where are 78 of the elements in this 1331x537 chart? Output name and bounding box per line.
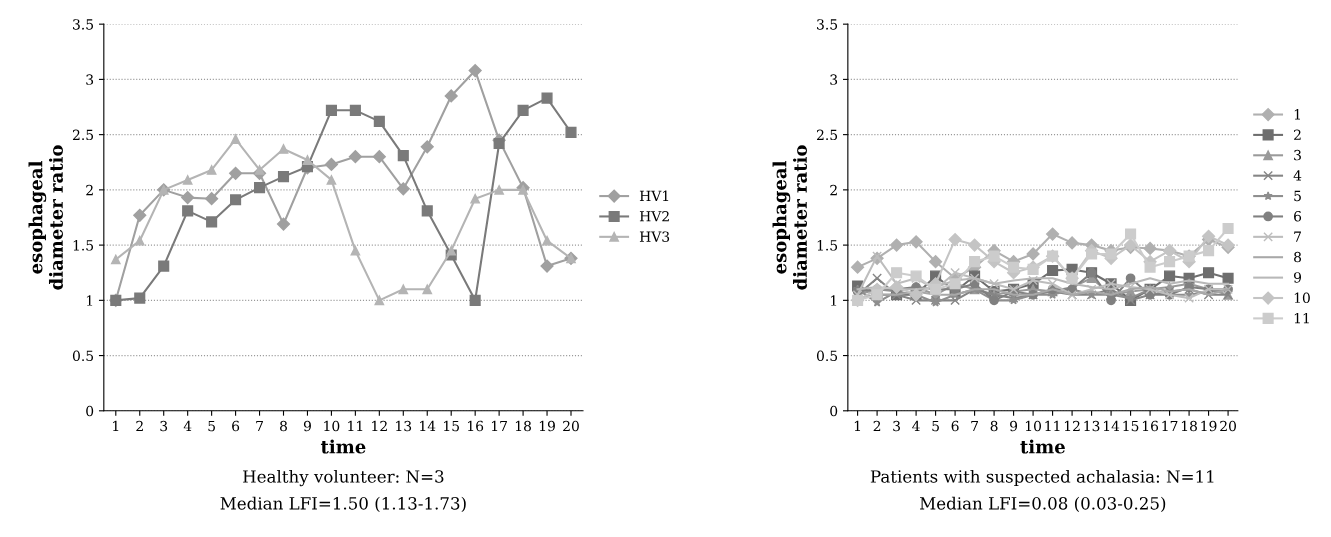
legend-label: 7 <box>1294 231 1301 242</box>
x-tick-label: 12 <box>1064 420 1080 432</box>
x-axis-title: time <box>1020 439 1065 454</box>
legend-label: HV2 <box>639 211 669 222</box>
y-tick-label: 3 <box>86 74 94 85</box>
x-tick-label: 16 <box>468 420 484 432</box>
text: Healthy volunteer: N=3 <box>243 469 444 487</box>
y-tick-label: 0 <box>830 405 838 417</box>
x-tick-label: 7 <box>971 420 979 432</box>
legend-label: 8 <box>1294 251 1302 263</box>
legend-label: 10 <box>1294 292 1310 304</box>
x-tick-label: 20 <box>563 420 579 432</box>
x-tick-label: 8 <box>990 420 998 432</box>
y-axis-title: esophageal diameter ratio <box>28 145 63 290</box>
x-tick-label: 13 <box>1084 420 1100 432</box>
y-tick-label: 3 <box>830 74 838 85</box>
y-tick-label: 2 <box>830 184 837 196</box>
text: Median LFI=1.50 (1.13-1.73) <box>220 496 466 512</box>
text: Patients with suspected achalasia: N=11 <box>870 469 1214 487</box>
x-tick-label: 17 <box>1162 420 1178 432</box>
y-tick-label: 2.5 <box>816 129 838 141</box>
legend-label: HV3 <box>639 231 670 242</box>
x-tick-label: 19 <box>539 420 555 432</box>
x-tick-label: 9 <box>1010 420 1018 432</box>
y-tick-label: 2 <box>86 184 93 196</box>
x-tick-label: 2 <box>136 420 143 432</box>
x-tick-label: 3 <box>893 420 900 432</box>
legend-label: 9 <box>1293 272 1302 283</box>
y-tick-label: 3.5 <box>817 19 838 30</box>
x-tick-label: 6 <box>951 420 959 432</box>
x-tick-label: 19 <box>1201 420 1217 432</box>
x-tick-label: 16 <box>1142 420 1159 432</box>
legend-label: 4 <box>1293 170 1302 181</box>
x-tick-label: 4 <box>183 420 192 432</box>
legend-label: 5 <box>1294 190 1301 202</box>
x-tick-label: 2 <box>873 420 881 432</box>
x-axis-title: time <box>320 439 366 454</box>
x-tick-label: 6 <box>232 420 240 432</box>
x-tick-label: 5 <box>932 420 939 432</box>
x-tick-label: 1 <box>854 420 861 432</box>
x-tick-label: 13 <box>396 420 412 432</box>
x-tick-label: 8 <box>280 420 287 432</box>
x-tick-label: 18 <box>1181 420 1197 432</box>
x-tick-label: 11 <box>348 420 363 432</box>
y-tick-label: 0 <box>86 405 94 417</box>
y-tick-label: 1 <box>86 295 93 306</box>
y-tick-label: 2.5 <box>72 129 94 141</box>
x-tick-label: 5 <box>208 420 215 432</box>
x-tick-label: 4 <box>912 420 920 432</box>
y-tick-label: 0.5 <box>816 350 838 362</box>
x-tick-label: 11 <box>1045 420 1060 432</box>
x-tick-label: 3 <box>160 420 168 432</box>
x-tick-label: 15 <box>444 420 459 432</box>
legend-label: 6 <box>1294 211 1302 222</box>
x-tick-label: 9 <box>303 420 311 432</box>
x-tick-label: 14 <box>1103 420 1120 432</box>
x-tick-label: 7 <box>256 420 263 432</box>
x-tick-label: 14 <box>420 420 436 432</box>
y-tick-label: 0.5 <box>72 350 94 362</box>
x-tick-label: 1 <box>113 420 119 432</box>
text: Median LFI=0.08 (0.03-0.25) <box>920 496 1166 512</box>
x-tick-label: 10 <box>1025 420 1041 432</box>
x-tick-label: 12 <box>372 420 387 432</box>
legend-label: 2 <box>1294 129 1301 140</box>
x-tick-label: 20 <box>1220 420 1236 432</box>
y-tick-label: 1 <box>830 295 837 306</box>
y-tick-label: 3.5 <box>73 19 94 30</box>
legend-label: 1 <box>1294 109 1300 120</box>
y-axis-title: esophageal diameter ratio <box>772 145 807 290</box>
legend-label: 11 <box>1294 312 1309 324</box>
x-tick-label: 10 <box>324 420 340 432</box>
y-tick-label: 1.5 <box>73 240 94 251</box>
legend-label: HV1 <box>639 190 669 201</box>
legend-label: 3 <box>1294 149 1301 161</box>
y-tick-label: 1.5 <box>817 240 838 251</box>
x-tick-label: 17 <box>491 420 507 432</box>
x-tick-label: 18 <box>515 420 531 432</box>
x-tick-label: 15 <box>1123 420 1139 432</box>
